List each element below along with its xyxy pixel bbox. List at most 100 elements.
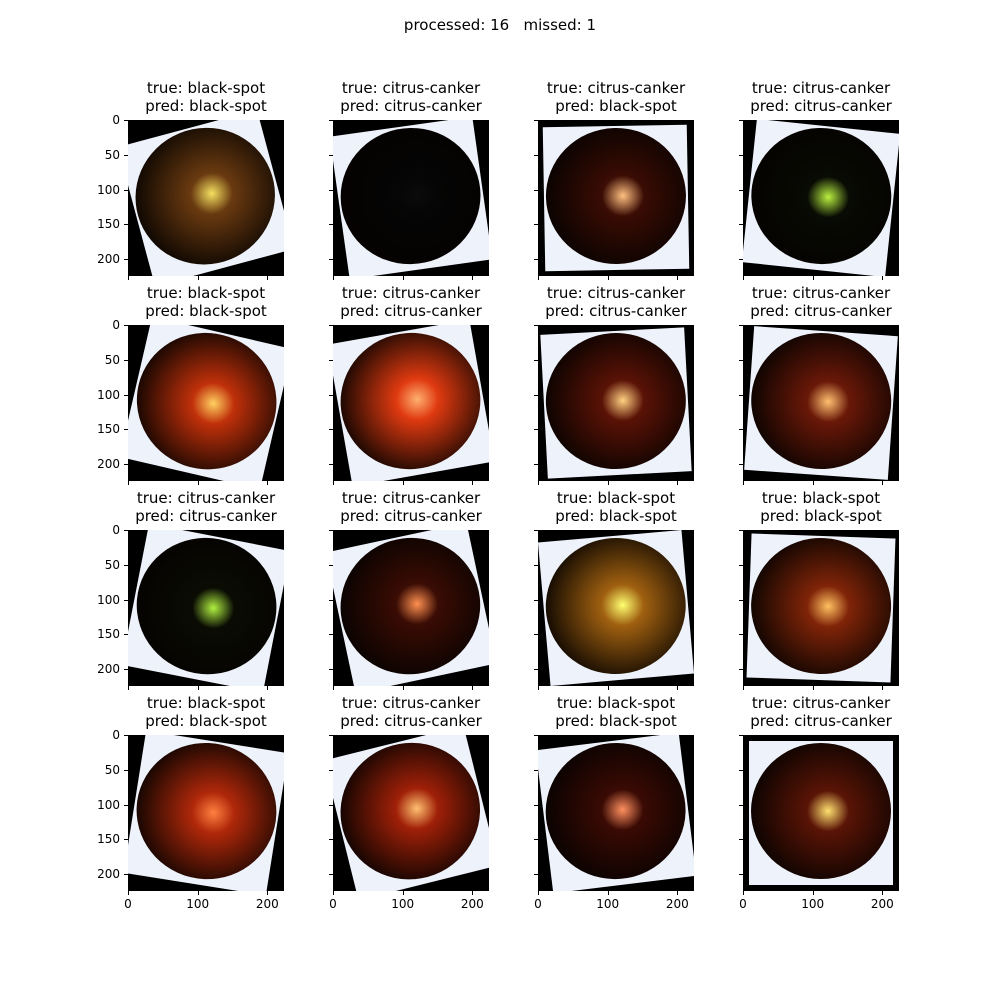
pred-label: pred: citrus-canker — [340, 507, 482, 525]
y-tick-mark — [329, 224, 333, 226]
y-tick-mark — [124, 564, 128, 566]
true-label: true: citrus-canker — [136, 489, 276, 507]
x-tick-mark — [607, 686, 609, 690]
fruit-shape — [340, 332, 481, 470]
fruit-shape — [136, 537, 277, 675]
x-tick-mark — [538, 481, 539, 485]
y-tick-mark — [534, 120, 538, 121]
y-tick-label: 100 — [97, 182, 120, 197]
subplot-panel: true: black-spot pred: black-spot — [739, 489, 899, 690]
x-tick-mark — [607, 276, 609, 280]
x-tick-mark — [197, 891, 199, 895]
y-tick-mark — [739, 224, 743, 226]
true-label: true: citrus-canker — [341, 489, 481, 507]
y-tick-mark — [739, 530, 743, 531]
y-tick-label: 0 — [112, 113, 120, 127]
y-tick-mark — [534, 224, 538, 226]
subplot-panel: true: citrus-canker pred: black-spot — [534, 79, 694, 280]
y-tick-mark — [329, 874, 333, 876]
y-tick-mark — [124, 839, 128, 841]
fruit-image — [538, 735, 694, 891]
y-tick-mark — [739, 564, 743, 566]
true-label: true: black-spot — [146, 79, 266, 97]
x-tick-mark — [267, 481, 269, 485]
x-tick-label: 100 — [186, 897, 210, 911]
x-tick-mark — [267, 276, 269, 280]
y-tick-label: 150 — [97, 217, 120, 232]
subplot-panel: true: citrus-canker pred: citrus-canker — [329, 489, 489, 690]
pred-label: pred: black-spot — [145, 712, 267, 730]
x-tick-label: 100 — [391, 897, 415, 911]
fruit-image — [538, 120, 694, 276]
figure-suptitle: processed: 16 missed: 1 — [403, 16, 597, 34]
subplot-title: true: black-spot pred: black-spot — [496, 489, 736, 525]
fruit-shape — [545, 742, 686, 880]
fruit-image — [538, 530, 694, 686]
true-label: true: citrus-canker — [751, 79, 891, 97]
fruit-shape — [135, 127, 275, 265]
x-tick-mark — [333, 686, 334, 690]
y-tick-label: 50 — [104, 557, 120, 572]
y-tick-label: 100 — [97, 797, 120, 812]
y-tick-mark — [124, 634, 128, 636]
y-tick-mark — [329, 564, 333, 566]
y-tick-mark — [739, 325, 743, 326]
pred-label: pred: citrus-canker — [135, 507, 277, 525]
x-tick-mark — [333, 481, 334, 485]
x-tick-label: 100 — [596, 897, 620, 911]
pred-label: pred: citrus-canker — [340, 97, 482, 115]
y-tick-mark — [534, 669, 538, 671]
x-tick-mark — [128, 686, 129, 690]
y-tick-label: 150 — [97, 627, 120, 642]
subplot-title: true: black-spot pred: black-spot — [496, 694, 736, 730]
y-tick-mark — [124, 224, 128, 226]
fruit-image — [128, 120, 284, 276]
x-tick-mark — [538, 891, 539, 895]
y-tick-mark — [329, 464, 333, 466]
x-tick-mark — [538, 686, 539, 690]
subplot-panel: true: citrus-canker pred: citrus-canker — [739, 284, 899, 485]
y-tick-mark — [534, 564, 538, 566]
y-tick-mark — [329, 120, 333, 121]
y-tick-label: 150 — [97, 422, 120, 437]
x-tick-mark — [333, 891, 334, 895]
y-tick-mark — [124, 735, 128, 736]
subplot-title: true: citrus-canker pred: citrus-canker — [496, 284, 736, 320]
true-label: true: citrus-canker — [546, 284, 686, 302]
pred-label: pred: citrus-canker — [340, 712, 482, 730]
pred-label: pred: citrus-canker — [750, 97, 892, 115]
y-tick-mark — [739, 599, 743, 601]
x-tick-mark — [677, 891, 679, 895]
y-tick-mark — [534, 769, 538, 771]
x-tick-label: 0 — [329, 897, 337, 911]
x-tick-mark — [128, 891, 129, 895]
subplot-panel: true: citrus-canker pred: citrus-canker 0 1… — [739, 694, 899, 911]
y-tick-mark — [124, 599, 128, 601]
y-tick-mark — [739, 769, 743, 771]
y-tick-mark — [329, 669, 333, 671]
subplot-title: true: citrus-canker pred: citrus-canker — [86, 489, 326, 525]
x-tick-mark — [472, 686, 474, 690]
x-tick-label: 0 — [739, 897, 747, 911]
y-tick-mark — [329, 839, 333, 841]
x-tick-mark — [402, 481, 404, 485]
x-tick-mark — [882, 891, 884, 895]
fruit-image — [333, 530, 489, 686]
x-tick-label: 200 — [665, 897, 689, 911]
x-tick-mark — [743, 686, 744, 690]
pred-label: pred: black-spot — [555, 712, 677, 730]
subplot-title: true: citrus-canker pred: citrus-canker — [701, 694, 941, 730]
pred-label: pred: black-spot — [145, 97, 267, 115]
y-tick-mark — [124, 769, 128, 771]
subplot-panel: true: black-spot pred: black-spot 0 50 100 15… — [97, 79, 284, 280]
fruit-image — [128, 325, 284, 481]
true-label: true: black-spot — [761, 489, 881, 507]
x-tick-mark — [197, 481, 199, 485]
y-tick-mark — [534, 874, 538, 876]
y-tick-mark — [124, 394, 128, 396]
true-label: true: black-spot — [556, 489, 676, 507]
y-tick-label: 50 — [104, 762, 120, 777]
y-tick-mark — [534, 530, 538, 531]
x-tick-label: 0 — [124, 897, 132, 911]
y-tick-mark — [124, 530, 128, 531]
